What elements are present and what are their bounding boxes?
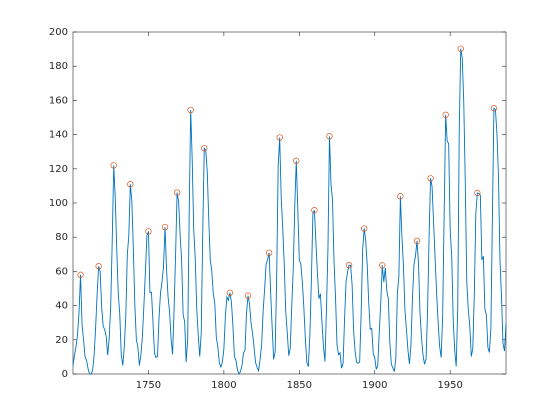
peak-marker <box>397 193 404 200</box>
y-tick-label: 60 <box>55 266 68 277</box>
y-tick-label: 20 <box>55 335 68 346</box>
peak-marker <box>265 249 273 256</box>
peak-marker <box>145 228 152 235</box>
peak-marker <box>226 289 234 296</box>
axes-box <box>72 31 507 375</box>
peak-marker <box>187 106 194 114</box>
y-tick-label: 140 <box>49 130 68 141</box>
y-tick-label: 0 <box>62 369 68 380</box>
peak-marker <box>293 157 300 164</box>
x-tick-label: 1750 <box>136 380 161 391</box>
x-tick-label: 1950 <box>437 380 462 391</box>
peak-marker <box>326 133 333 140</box>
peak-marker <box>95 263 102 270</box>
peak-marker <box>311 207 318 214</box>
y-tick-label: 40 <box>55 301 68 312</box>
y-tick-label: 100 <box>49 198 68 209</box>
peak-marker <box>161 223 169 231</box>
peak-marker <box>413 237 421 245</box>
peak-marker <box>379 262 386 269</box>
y-tick-label: 160 <box>49 95 68 106</box>
peak-marker <box>201 145 208 152</box>
peak-marker <box>474 189 481 197</box>
x-tick-label: 1900 <box>362 380 387 391</box>
peak-marker <box>345 261 353 269</box>
x-tick-label: 1850 <box>287 380 312 391</box>
peak-marker <box>490 105 498 112</box>
x-tick-label: 1800 <box>211 380 236 391</box>
peak-marker <box>361 225 368 232</box>
peak-marker <box>173 189 181 196</box>
y-tick-label: 180 <box>49 61 68 72</box>
peak-marker <box>127 181 134 188</box>
y-tick-label: 80 <box>55 232 68 243</box>
peak-marker <box>457 45 464 52</box>
peak-marker <box>110 162 117 169</box>
y-tick-label: 120 <box>49 164 68 175</box>
peak-marker <box>427 175 434 182</box>
peak-marker <box>442 111 449 118</box>
peak-marker <box>77 271 84 278</box>
y-tick-label: 200 <box>49 27 68 38</box>
peak-marker <box>244 292 252 299</box>
data-line <box>72 48 507 376</box>
peak-marker <box>276 134 283 141</box>
